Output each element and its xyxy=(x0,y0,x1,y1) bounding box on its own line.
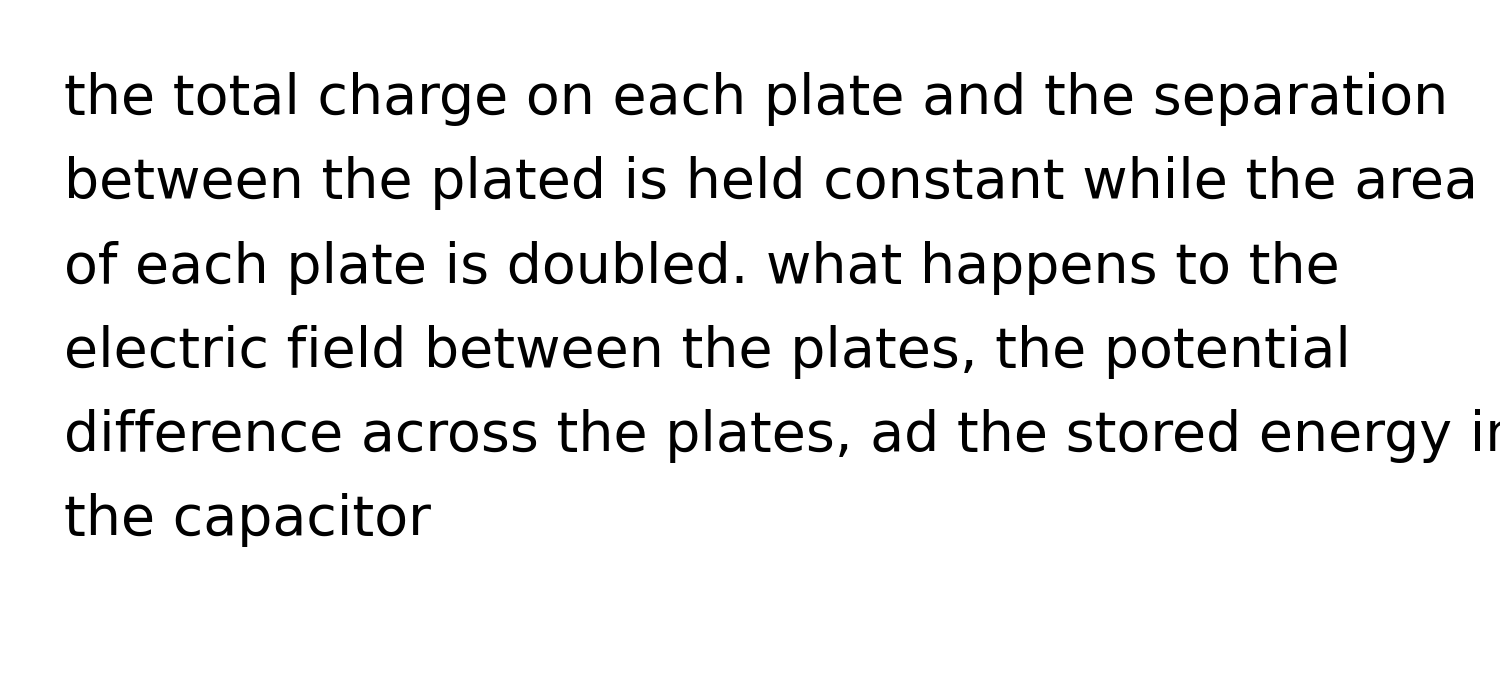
Text: the total charge on each plate and the separation
between the plated is held con: the total charge on each plate and the s… xyxy=(64,72,1500,548)
